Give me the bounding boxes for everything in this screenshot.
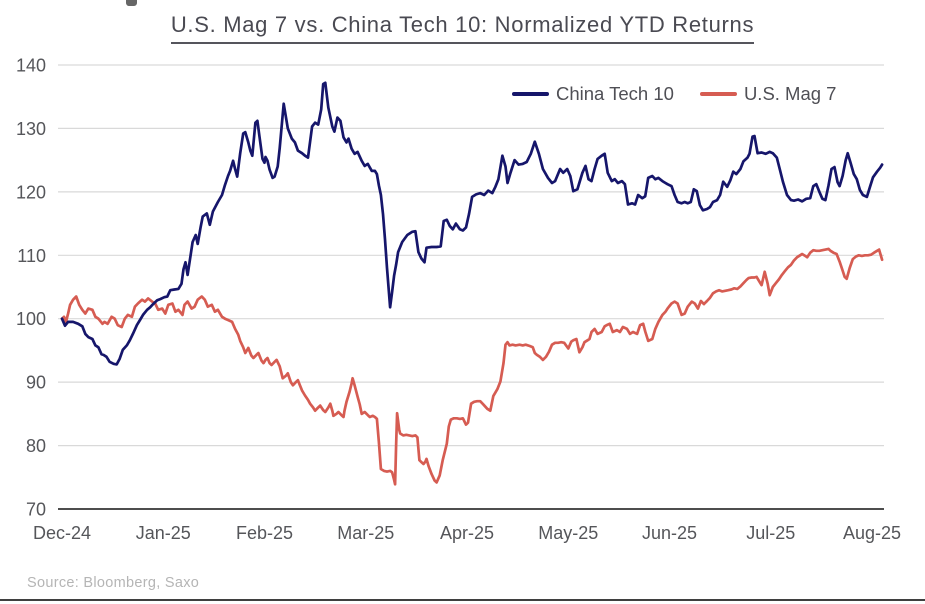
cropped-element-artifact (126, 0, 137, 6)
x-tick-label-apr-25: Apr-25 (440, 523, 494, 543)
chart-title-wrap: U.S. Mag 7 vs. China Tech 10: Normalized… (0, 12, 925, 44)
legend-label-china-tech-10: China Tech 10 (556, 83, 674, 104)
x-tick-label-jul-25: Jul-25 (746, 523, 795, 543)
x-tick-label-jun-25: Jun-25 (642, 523, 697, 543)
bottom-divider (0, 599, 925, 601)
y-tick-label-140: 140 (16, 56, 46, 76)
legend-label-us-mag-7: U.S. Mag 7 (743, 83, 837, 104)
x-tick-label-jan-25: Jan-25 (136, 523, 191, 543)
u-s-mag-7-line (60, 247, 884, 486)
us-mag-7-line-swatch (699, 91, 737, 97)
legend-item-us-mag-7: U.S. Mag 7 (699, 83, 837, 105)
x-tick-label-dec-24: Dec-24 (33, 523, 91, 543)
chart-title: U.S. Mag 7 vs. China Tech 10: Normalized… (170, 12, 755, 44)
y-tick-label-110: 110 (17, 246, 46, 266)
x-tick-label-feb-25: Feb-25 (236, 523, 293, 543)
y-tick-label-100: 100 (16, 309, 46, 329)
y-tick-label-70: 70 (26, 500, 46, 520)
china-tech-10-line (60, 81, 884, 366)
y-tick-label-130: 130 (16, 119, 46, 139)
legend-item-china-tech-10: China Tech 10 (512, 83, 674, 105)
chart-legend: China Tech 10 U.S. Mag 7 (512, 83, 836, 105)
y-tick-label-80: 80 (26, 436, 46, 456)
china-tech-10-line-swatch (512, 91, 549, 97)
source-note: Source: Bloomberg, Saxo (27, 575, 200, 591)
x-tick-label-may-25: May-25 (538, 523, 598, 543)
x-tick-label-mar-25: Mar-25 (337, 523, 394, 543)
x-tick-label-aug-25: Aug-25 (843, 523, 901, 543)
y-tick-label-120: 120 (16, 182, 46, 202)
y-tick-label-90: 90 (26, 373, 46, 393)
